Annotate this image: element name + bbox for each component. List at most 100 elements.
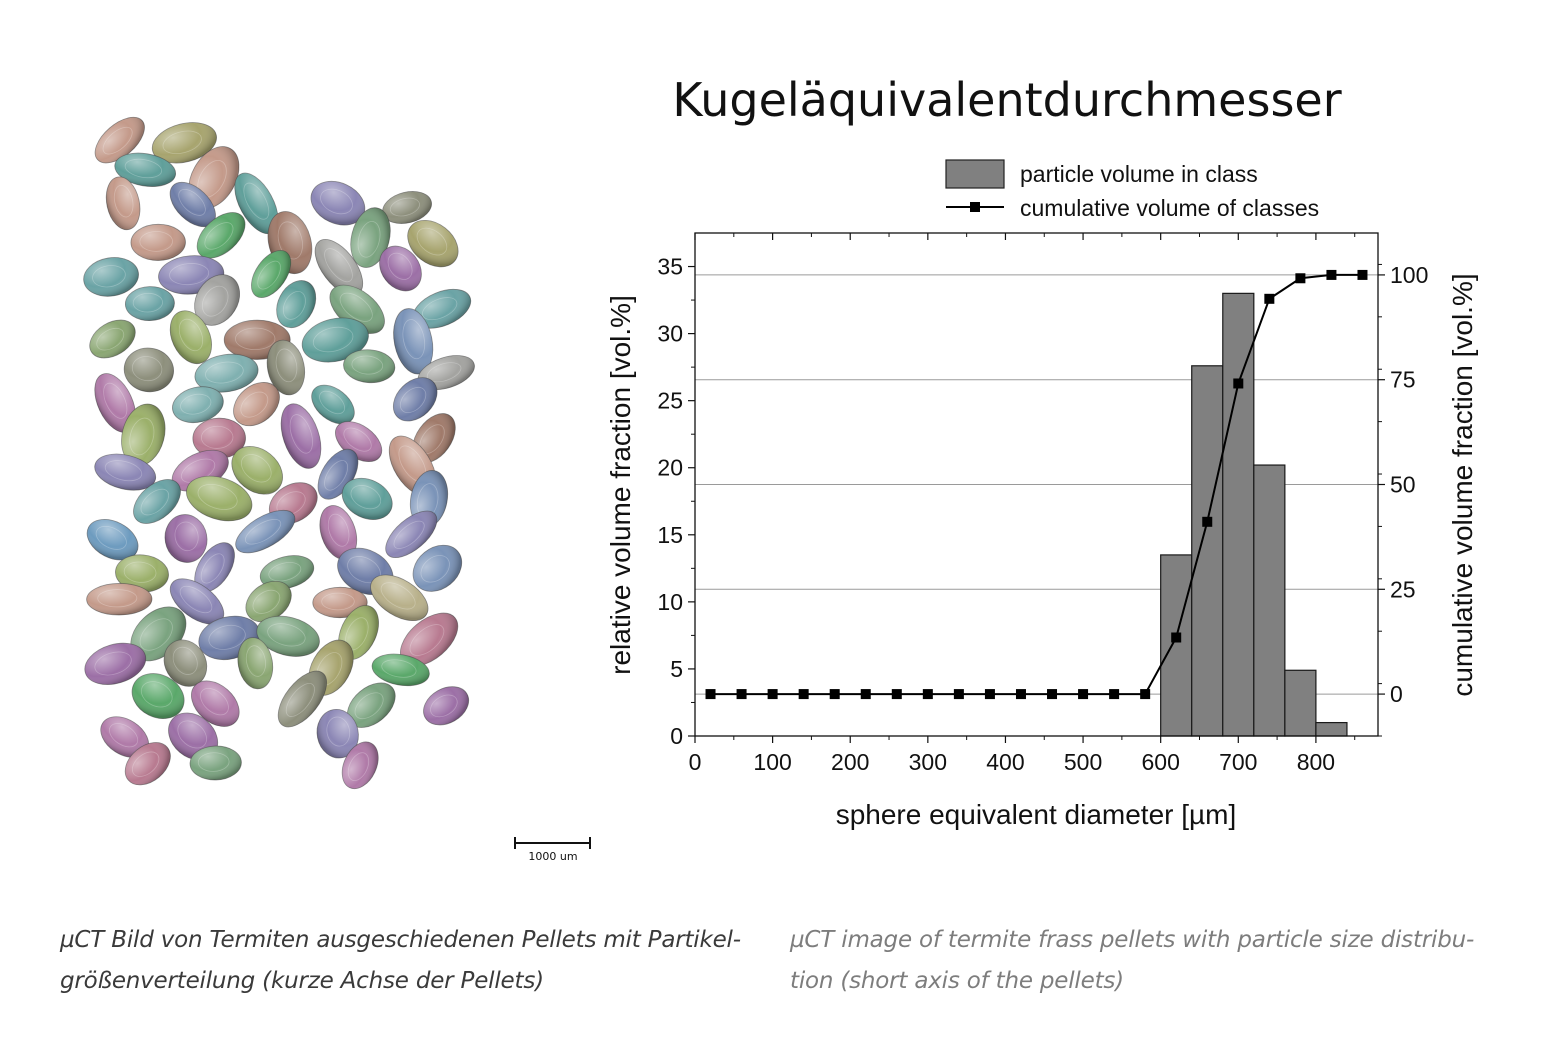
- pellet-shading: [231, 446, 283, 495]
- legend-label-line: cumulative volume of classes: [1020, 195, 1319, 221]
- pellet-shading: [172, 386, 224, 423]
- pellet-contour: [354, 692, 384, 720]
- pellet: [350, 207, 391, 268]
- pellet-shading: [385, 511, 437, 558]
- pellet-shading: [194, 542, 235, 592]
- pellet: [393, 308, 434, 375]
- pellet-contour: [131, 751, 160, 777]
- cumulative-marker: [984, 689, 995, 700]
- pellet-shading: [86, 583, 152, 615]
- pellet: [84, 642, 147, 685]
- pellet-contour: [205, 361, 244, 384]
- pellet-shading: [191, 680, 240, 727]
- cumulative-marker: [1233, 378, 1244, 389]
- pellet-contour: [103, 382, 128, 419]
- pellet-shading: [342, 478, 393, 520]
- pellet: [343, 349, 396, 384]
- pellet: [100, 716, 149, 758]
- pellet-contour: [351, 355, 384, 375]
- pellet-contour: [132, 292, 163, 313]
- pellet-contour: [389, 197, 420, 217]
- pellet-shading: [95, 117, 145, 163]
- x-tick-label: 600: [1141, 749, 1179, 775]
- pellet: [131, 673, 185, 719]
- pellet-shading: [278, 671, 327, 727]
- pellet: [191, 680, 240, 727]
- pellet-shading: [94, 454, 156, 491]
- pellet: [86, 583, 153, 616]
- pellet-shading: [302, 317, 369, 363]
- pellet-shading: [190, 746, 242, 780]
- pellet: [277, 670, 327, 728]
- pellet-shading: [256, 616, 320, 657]
- pellet-shading: [379, 246, 422, 291]
- pellet-shading: [170, 182, 216, 227]
- pellet-contour: [131, 356, 163, 382]
- caption-german: µCT Bild von Termiten ausgeschiedenen Pe…: [60, 920, 760, 1002]
- pellet-contour: [347, 752, 370, 782]
- pellet-contour: [123, 561, 157, 583]
- pellet-contour: [289, 414, 313, 454]
- pellet-contour: [197, 752, 230, 772]
- pellet: [245, 580, 292, 623]
- pellet-shading: [413, 545, 462, 592]
- cumulative-marker: [922, 689, 933, 700]
- pellet-shading: [197, 212, 246, 259]
- pellet-contour: [172, 646, 198, 675]
- pellet-shading: [260, 555, 314, 589]
- y2-tick-label: 75: [1390, 367, 1416, 393]
- pellet-contour: [113, 184, 134, 218]
- pellet: [194, 274, 241, 326]
- pellet-shading: [164, 639, 207, 687]
- cumulative-marker: [767, 689, 778, 700]
- pellet-shading: [170, 578, 224, 625]
- x-axis-label: sphere equivalent diameter [µm]: [836, 799, 1237, 830]
- pellet-contour: [96, 327, 125, 351]
- y-tick-label: 30: [657, 321, 683, 347]
- pellet: [259, 555, 315, 590]
- pellet: [234, 172, 279, 235]
- pellet-shading: [237, 637, 273, 689]
- pellet-shading: [115, 554, 169, 592]
- legend-bar-swatch: [945, 159, 1005, 189]
- pellet-contour: [97, 589, 138, 608]
- pellet-contour: [343, 427, 372, 452]
- pellet-shading: [164, 514, 208, 563]
- pellet: [371, 653, 430, 687]
- pellet-contour: [381, 659, 417, 678]
- pellet-contour: [92, 265, 126, 288]
- cumulative-marker: [1357, 269, 1368, 280]
- pellet-contour: [393, 520, 425, 549]
- pellet-shading: [400, 613, 458, 666]
- cumulative-marker: [953, 689, 964, 700]
- pellet: [192, 417, 246, 459]
- pellet-shading: [245, 581, 292, 622]
- pellet-shading: [100, 716, 149, 758]
- pellet-contour: [321, 592, 355, 611]
- pellet-shading: [170, 310, 212, 364]
- pellet-shading: [267, 340, 305, 395]
- cumulative-marker: [1047, 689, 1058, 700]
- cumulative-marker: [1078, 689, 1089, 700]
- y2-axis-label: cumulative volume fraction [vol.%]: [1447, 273, 1478, 696]
- caption-german-line: größenverteilung (kurze Achse der Pellet…: [60, 968, 544, 994]
- pellet-shading: [413, 289, 471, 329]
- pellet: [83, 257, 139, 297]
- pellet-contour: [243, 182, 270, 220]
- caption-english-line: tion (short axis of the pellets): [790, 968, 1124, 994]
- cumulative-marker: [829, 689, 840, 700]
- pellet: [276, 280, 317, 329]
- pellet-shading: [311, 385, 355, 424]
- pellet-shading: [124, 348, 174, 392]
- plot-area: 0 100 200 300 400 500 600 700 800 0 5 10 15 20 25 30 35 0…: [657, 232, 1428, 775]
- histogram-bar: [1253, 464, 1286, 737]
- y-tick-label: 5: [670, 656, 683, 682]
- pellet-contour: [387, 252, 413, 280]
- pellet-contour: [324, 460, 349, 491]
- pellet-shading: [125, 742, 171, 785]
- pellet-contour: [129, 417, 155, 456]
- pellet-contour: [178, 188, 206, 216]
- pellet: [172, 386, 224, 424]
- scale-bar-label: 1000 um: [528, 850, 578, 863]
- cumulative-marker: [1140, 689, 1151, 700]
